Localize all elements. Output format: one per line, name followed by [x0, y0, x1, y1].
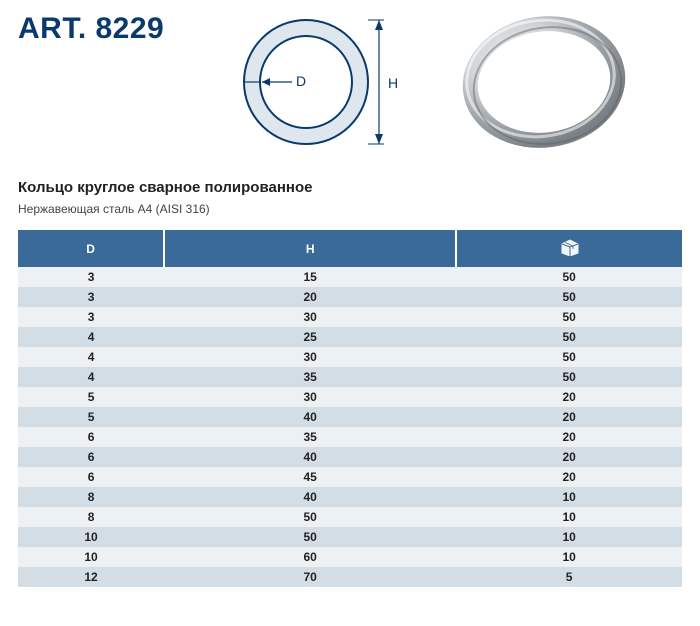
- cell-qty: 10: [456, 507, 682, 527]
- cell-d: 6: [18, 427, 164, 447]
- cell-qty: 50: [456, 367, 682, 387]
- cell-qty: 50: [456, 267, 682, 287]
- cell-qty: 20: [456, 427, 682, 447]
- cell-qty: 50: [456, 327, 682, 347]
- cell-h: 20: [164, 287, 456, 307]
- cell-qty: 20: [456, 447, 682, 467]
- cell-d: 4: [18, 347, 164, 367]
- cell-h: 35: [164, 427, 456, 447]
- table-row: 43550: [18, 367, 682, 387]
- cell-qty: 10: [456, 547, 682, 567]
- diagram-h-label: H: [388, 75, 398, 91]
- col-header-d: D: [18, 230, 164, 267]
- table-row: 84010: [18, 487, 682, 507]
- cell-h: 60: [164, 547, 456, 567]
- table-row: 33050: [18, 307, 682, 327]
- table-row: 32050: [18, 287, 682, 307]
- cell-h: 40: [164, 487, 456, 507]
- cell-h: 15: [164, 267, 456, 287]
- cell-d: 8: [18, 507, 164, 527]
- diagram-d-label: D: [296, 73, 306, 89]
- cell-d: 6: [18, 467, 164, 487]
- table-row: 31550: [18, 267, 682, 287]
- table-row: 63520: [18, 427, 682, 447]
- cell-qty: 20: [456, 407, 682, 427]
- cell-qty: 50: [456, 287, 682, 307]
- cell-qty: 20: [456, 387, 682, 407]
- table-row: 85010: [18, 507, 682, 527]
- cell-d: 5: [18, 387, 164, 407]
- cell-h: 35: [164, 367, 456, 387]
- table-row: 54020: [18, 407, 682, 427]
- cell-d: 6: [18, 447, 164, 467]
- technical-diagram: D H: [214, 12, 414, 157]
- cell-qty: 50: [456, 307, 682, 327]
- table-row: 43050: [18, 347, 682, 367]
- cell-h: 50: [164, 507, 456, 527]
- cell-d: 4: [18, 327, 164, 347]
- table-row: 12705: [18, 567, 682, 587]
- header-row: ART. 8229 D H: [18, 12, 682, 157]
- cell-d: 4: [18, 367, 164, 387]
- table-row: 106010: [18, 547, 682, 567]
- col-header-h: H: [164, 230, 456, 267]
- cell-d: 10: [18, 527, 164, 547]
- cell-h: 70: [164, 567, 456, 587]
- col-header-qty: [456, 230, 682, 267]
- product-photo: [454, 12, 634, 157]
- table-row: 42550: [18, 327, 682, 347]
- cell-qty: 5: [456, 567, 682, 587]
- cell-d: 5: [18, 407, 164, 427]
- cell-qty: 10: [456, 487, 682, 507]
- cell-qty: 20: [456, 467, 682, 487]
- table-row: 64020: [18, 447, 682, 467]
- cell-d: 3: [18, 307, 164, 327]
- material-line: Нержавеющая сталь А4 (AISI 316): [18, 202, 682, 216]
- table-row: 53020: [18, 387, 682, 407]
- cell-h: 25: [164, 327, 456, 347]
- cell-h: 30: [164, 307, 456, 327]
- box-icon: [559, 238, 581, 256]
- cell-h: 40: [164, 447, 456, 467]
- cell-d: 8: [18, 487, 164, 507]
- cell-d: 3: [18, 267, 164, 287]
- cell-d: 12: [18, 567, 164, 587]
- cell-qty: 10: [456, 527, 682, 547]
- dimensions-table: D H 315503205033050425504305043550530205…: [18, 230, 682, 587]
- cell-h: 30: [164, 347, 456, 367]
- cell-qty: 50: [456, 347, 682, 367]
- cell-d: 3: [18, 287, 164, 307]
- cell-d: 10: [18, 547, 164, 567]
- article-number: ART. 8229: [18, 12, 164, 46]
- table-row: 105010: [18, 527, 682, 547]
- table-row: 64520: [18, 467, 682, 487]
- cell-h: 50: [164, 527, 456, 547]
- cell-h: 40: [164, 407, 456, 427]
- cell-h: 30: [164, 387, 456, 407]
- product-title: Кольцо круглое сварное полированное: [18, 179, 682, 196]
- cell-h: 45: [164, 467, 456, 487]
